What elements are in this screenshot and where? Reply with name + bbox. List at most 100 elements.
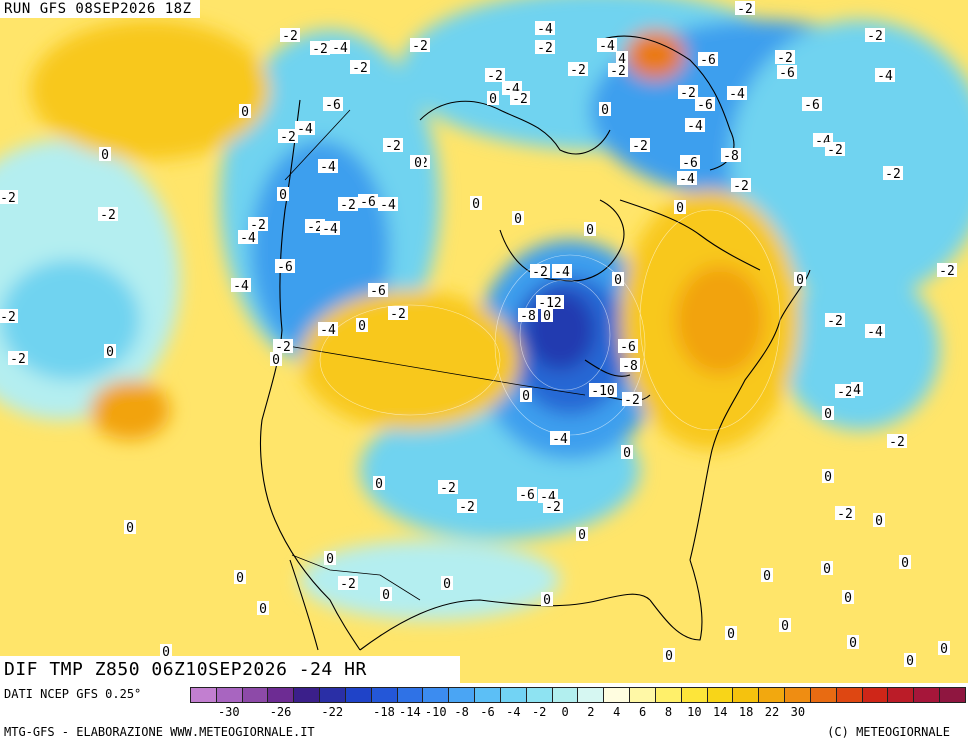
contour-label-text: 0 [849, 636, 857, 651]
contour-label: -4 [685, 118, 705, 134]
contour-label-text: 0 [763, 569, 771, 584]
coastline-pacific [259, 99, 361, 651]
contour-label-bg [487, 91, 499, 105]
cool-zone-north-atlantic [730, 20, 968, 300]
contour-label-bg [318, 159, 338, 173]
contour-label-text: 0 [844, 591, 852, 606]
contour-label: -2 [438, 480, 458, 496]
contour-label-text: -2 [570, 63, 586, 78]
contour-label-text: -6 [370, 284, 386, 299]
contour-label: -6 [618, 339, 638, 355]
contour-label: -6 [275, 259, 295, 275]
contour-label: 0 [904, 653, 916, 669]
contour-label-bg [865, 28, 885, 42]
contour-label-bg [685, 118, 705, 132]
contour-label: -6 [358, 194, 378, 210]
contour-label-text: 0 [623, 446, 631, 461]
credit-left: MTG-GFS - ELABORAZIONE WWW.METEOGIORNALE… [4, 725, 315, 739]
contour-label-bg [510, 91, 530, 105]
contour-label-bg [383, 138, 403, 152]
warm-zone-central [300, 290, 520, 430]
contour-label-text: -2 [837, 507, 853, 522]
contour-label-bg [865, 324, 885, 338]
scale-swatch [397, 688, 424, 702]
contour-label-text: -2 [340, 577, 356, 592]
contour-label-text: 0 [106, 345, 114, 360]
contour-label: -2 [273, 339, 293, 355]
contour-label-bg [937, 263, 957, 277]
color-scale-ticks: -30 -26 -22 -18 -14 -10 -8 -6 -4 -2 0 2 4 6 8 10 14 18 22 3… [190, 705, 966, 721]
contour-label-text: -6 [697, 98, 713, 113]
contour-label-bg [597, 38, 617, 52]
scale-swatch [681, 688, 708, 702]
contour-label: 0 [822, 406, 834, 422]
scale-swatch [914, 688, 941, 702]
contour-label-text: 0 [614, 273, 622, 288]
contour-label-bg [584, 222, 596, 236]
coastline-gulf [359, 593, 651, 651]
contour-label-text: -2 [275, 340, 291, 355]
scale-tick-label: -26 [269, 705, 292, 719]
contour-label: -4 [677, 171, 697, 187]
scale-tick-label: 18 [738, 705, 754, 719]
contour-label-text: 0 [543, 309, 551, 324]
contour-label-text: 0 [489, 92, 497, 107]
scale-swatch [836, 688, 863, 702]
scale-tick-label: 2 [587, 705, 595, 719]
contour-label-bg [535, 40, 555, 54]
contour-label-bg [899, 555, 911, 569]
scale-swatch [526, 688, 553, 702]
contour-label-text: -2 [680, 86, 696, 101]
scale-swatch [707, 688, 734, 702]
contour-label-text: -2 [487, 69, 503, 84]
contour-label-bg [599, 102, 611, 116]
scale-tick-label: 6 [639, 705, 647, 719]
contour-label-text: 0 [601, 103, 609, 118]
contour-label-bg [721, 148, 741, 162]
contour-label: 0 [270, 352, 282, 368]
contour-label: -2 [457, 499, 477, 515]
scale-swatch [500, 688, 527, 702]
contour-label-text: -2 [100, 208, 116, 223]
contour-label: -8 [518, 308, 538, 324]
credit-right: (C) METEOGIORNALE [827, 725, 950, 739]
contour-label-bg [280, 28, 300, 42]
contour-label-bg [338, 197, 358, 211]
contour-label: -2 [731, 178, 751, 194]
contour-label: -2 [678, 85, 698, 101]
contour-label-text: -8 [723, 149, 739, 164]
contour-label-text: -4 [380, 198, 396, 213]
contour-label-text: -2 [632, 139, 648, 154]
contour-label: 0 [520, 388, 532, 404]
contour-label-text: 0 [162, 645, 170, 660]
contour-label-bg [821, 561, 833, 575]
contour-label-bg [543, 499, 563, 513]
contour-label-bg [0, 190, 18, 204]
contour-label: 0 [663, 648, 675, 664]
contour-label: -4 [318, 159, 338, 175]
contour-label-bg [278, 129, 298, 143]
contour-label-bg [777, 65, 797, 79]
contour-label-text: -4 [332, 41, 348, 56]
contour-label: 0 [873, 513, 885, 529]
contour-label-text: -4 [240, 231, 256, 246]
contour-label-text: 0 [272, 353, 280, 368]
contour-label-text: -4 [320, 160, 336, 175]
contour-label-bg [338, 576, 358, 590]
contour-label-text: -6 [700, 53, 716, 68]
scale-swatch [475, 688, 501, 702]
scale-tick-label: -10 [424, 705, 447, 719]
contour-label: 0 [725, 626, 737, 642]
contour-label-bg [875, 68, 895, 82]
contour-label: 0 [412, 155, 424, 171]
contour-label-text: -2 [340, 198, 356, 213]
contour-label-bg [518, 308, 538, 322]
contour-label: -2 [735, 1, 755, 17]
contour-label-bg [310, 41, 330, 55]
contour-label-bg [277, 187, 289, 201]
isotherm-great-lakes-inner [519, 279, 611, 391]
contour-label-text: -8 [520, 309, 536, 324]
scale-swatch [940, 688, 965, 702]
contour-label-text: -2 [867, 29, 883, 44]
contour-label-bg [356, 318, 368, 332]
